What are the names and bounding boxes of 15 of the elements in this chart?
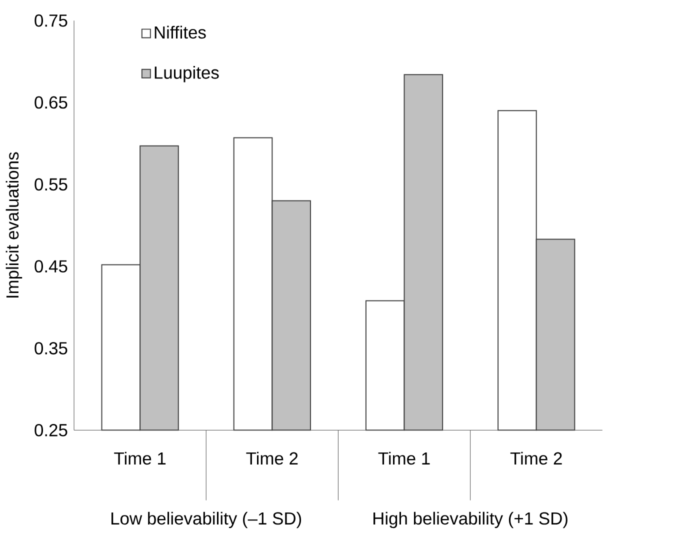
y-tick-label: 0.35 (34, 342, 68, 354)
y-axis-title: Implicit evaluations (6, 152, 22, 298)
text: High believability (+1 SD) (374, 512, 568, 528)
x-tick-label: Time 1 (114, 452, 166, 465)
legend-label: Luupites (154, 66, 219, 82)
y-tick-label: 0.45 (34, 260, 68, 273)
legend-label: Niffites (154, 26, 206, 39)
x-tick-label: Time 2 (510, 452, 562, 465)
x-tick-label: Time 2 (246, 452, 298, 465)
text: Low believability (–1 SD) (111, 512, 302, 528)
x-tick-label: Time 1 (378, 452, 430, 465)
y-tick-label: 0.65 (34, 96, 68, 109)
y-tick-label: 0.55 (34, 178, 68, 191)
y-tick-label: 0.75 (34, 14, 68, 27)
y-tick-label: 0.25 (34, 424, 68, 436)
